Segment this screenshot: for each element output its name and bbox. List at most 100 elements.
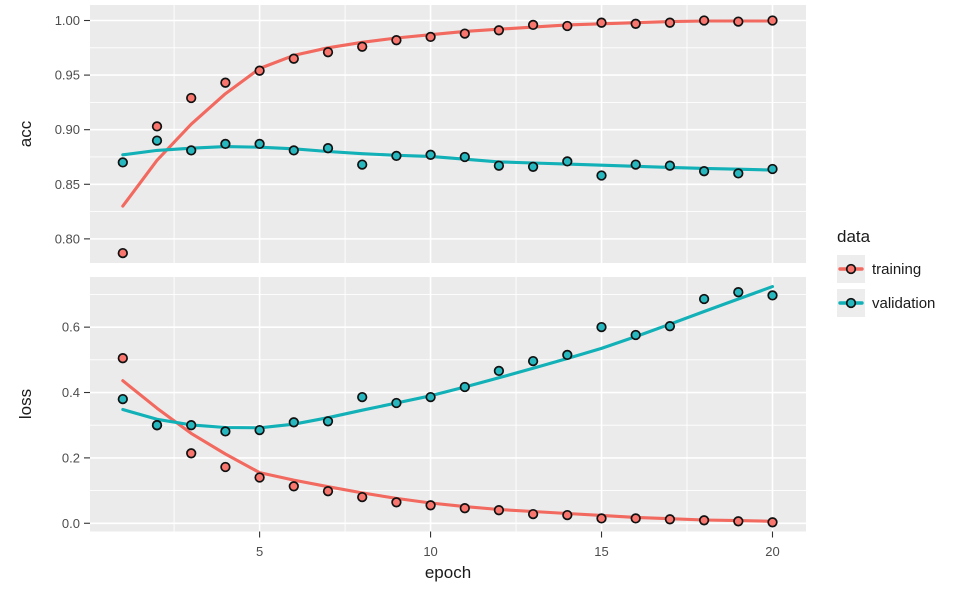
validation-point (493, 365, 505, 377)
validation-point (288, 145, 299, 156)
validation-point (322, 416, 334, 427)
training-point (630, 18, 641, 29)
training-point (151, 121, 163, 132)
validation-point (562, 156, 573, 167)
training-point (698, 515, 710, 526)
validation-point (733, 287, 744, 298)
validation-point (391, 150, 402, 162)
y-tick-label: 0.85 (55, 177, 80, 192)
validation-point (664, 160, 676, 171)
validation-point (630, 329, 641, 341)
validation-point (698, 166, 710, 177)
validation-point (220, 426, 231, 437)
legend-title: data (837, 227, 871, 246)
training-point (562, 509, 573, 521)
validation-point (459, 381, 470, 393)
validation-point (117, 393, 128, 405)
training-point (733, 516, 744, 527)
training-point (733, 16, 744, 27)
legend: data training validation (837, 227, 935, 323)
axis-title-loss: loss (16, 388, 35, 420)
y-tick-label: 0.2 (62, 450, 80, 465)
training-point (698, 15, 710, 26)
validation-point (391, 397, 402, 409)
validation-point (698, 293, 710, 305)
validation-point (322, 143, 334, 154)
training-point (767, 517, 778, 528)
training-point (220, 461, 231, 473)
validation-point (527, 355, 539, 367)
training-point (562, 20, 573, 32)
training-point (254, 65, 265, 76)
validation-point (733, 168, 744, 179)
validation-point (527, 161, 539, 172)
training-point (459, 503, 470, 514)
training-point (322, 486, 334, 497)
validation-point (220, 138, 231, 150)
training-point (425, 31, 436, 43)
training-point (357, 41, 368, 52)
x-tick-label: 15 (594, 544, 608, 559)
validation-point (596, 321, 607, 333)
training-point (186, 92, 197, 104)
training-point (186, 448, 197, 459)
validation-point (425, 149, 436, 160)
legend-label-validation: validation (872, 294, 936, 312)
validation-point (117, 157, 128, 168)
training-smooth-line (121, 19, 775, 208)
x-tick-label: 10 (423, 544, 437, 559)
y-tick-label: 0.4 (62, 385, 80, 400)
y-tick-label: 0.90 (55, 122, 80, 137)
validation-point (767, 290, 778, 301)
axis-title-epoch: epoch (424, 563, 472, 582)
training-point (117, 247, 128, 259)
training-point (527, 508, 539, 520)
training-point (357, 491, 368, 503)
panel-acc (90, 5, 806, 263)
training-point (220, 77, 231, 88)
validation-point (493, 160, 505, 171)
training-point (288, 481, 299, 492)
y-tick-label: 0.95 (55, 68, 80, 83)
training-point (391, 497, 402, 508)
validation-legend-key-icon (837, 289, 865, 317)
y-tick-label: 0.80 (55, 231, 80, 246)
validation-point (357, 159, 368, 170)
training-point (322, 47, 334, 58)
validation-point (562, 349, 573, 361)
y-tick-label: 0.6 (62, 320, 80, 335)
training-point (459, 28, 470, 39)
validation-point (664, 321, 676, 332)
training-point (596, 17, 607, 28)
training-point (664, 514, 676, 525)
validation-smooth-line (121, 145, 775, 172)
legend-item-training: training (837, 255, 935, 283)
training-point (493, 505, 505, 516)
validation-point (288, 417, 299, 428)
legend-item-validation: validation (837, 289, 935, 317)
validation-point (186, 420, 197, 431)
validation-point (151, 420, 163, 431)
validation-point (425, 391, 436, 403)
validation-point (254, 424, 265, 436)
validation-point (459, 151, 470, 163)
training-point (391, 35, 402, 46)
training-point (493, 25, 505, 36)
validation-point (767, 163, 778, 175)
training-point (254, 472, 265, 483)
y-tick-label: 0.0 (62, 516, 80, 531)
training-point (596, 513, 607, 524)
x-tick-label: 20 (765, 544, 779, 559)
training-smooth-line (121, 379, 775, 523)
validation-point (630, 159, 641, 170)
y-tick-label: 1.00 (55, 13, 80, 28)
training-point (630, 513, 641, 524)
axis-title-acc: acc (16, 120, 35, 148)
validation-point (186, 145, 197, 156)
training-point (527, 19, 539, 31)
training-point (117, 353, 128, 364)
training-legend-key-icon (837, 255, 865, 283)
training-point (425, 500, 436, 511)
